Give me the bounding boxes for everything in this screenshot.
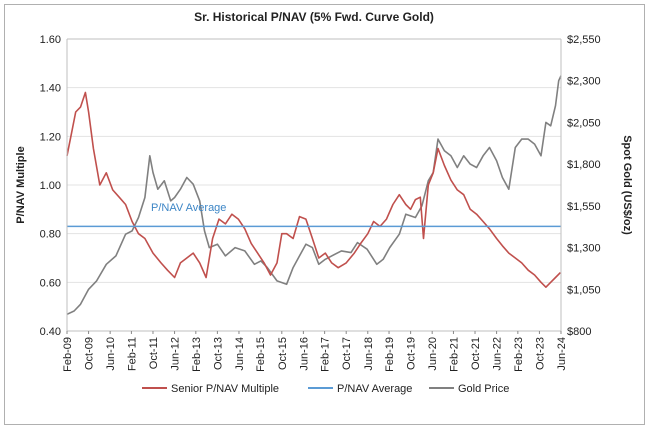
x-tick-label: Feb-13 — [191, 337, 203, 372]
legend-label-gold: Gold Price — [458, 383, 509, 395]
x-tick-label: Feb-15 — [255, 337, 267, 372]
x-tick-label: Oct-15 — [277, 337, 289, 370]
x-tick-label: Oct-21 — [470, 337, 482, 370]
y-tick-label: 1.00 — [40, 180, 61, 192]
x-tick-label: Jun-18 — [363, 337, 375, 371]
x-tick-label: Oct-13 — [212, 337, 224, 370]
x-axis-ticks: Feb-09 Oct-09 Jun-10 Feb-11 Oct-11 Jun-12 Feb-… — [62, 331, 568, 372]
legend-label-pnav: Senior P/NAV Multiple — [171, 383, 279, 395]
x-tick-label: Jun-14 — [234, 337, 246, 371]
x-tick-label: Feb-21 — [448, 337, 460, 372]
y2-axis-label: Spot Gold (US$/oz) — [621, 135, 633, 235]
y2-tick-label: $2,550 — [567, 34, 601, 46]
y-tick-label: 0.60 — [40, 277, 61, 289]
y2-axis-ticks: $800 $1,050 $1,300 $1,550 $1,800 $2,050 $2,300… — [567, 34, 601, 338]
x-tick-label: Feb-09 — [62, 337, 74, 372]
x-tick-label: Oct-11 — [148, 337, 160, 369]
x-tick-label: Oct-09 — [84, 337, 96, 370]
axes — [66, 38, 562, 332]
y2-tick-label: $2,300 — [567, 76, 601, 88]
y2-tick-label: $800 — [567, 326, 591, 338]
x-tick-label: Feb-19 — [384, 337, 396, 372]
x-tick-label: Jun-12 — [170, 337, 182, 371]
average-annotation: P/NAV Average — [151, 202, 226, 214]
chart-svg: 0.400.600.801.001.201.401.60 $800$1,050$… — [15, 10, 633, 395]
legend-label-average: P/NAV Average — [337, 383, 412, 395]
x-tick-label: Oct-19 — [406, 337, 418, 370]
x-tick-label: Feb-17 — [320, 337, 332, 372]
x-tick-label: Jun-20 — [427, 337, 439, 371]
y-tick-label: 1.40 — [40, 83, 61, 95]
x-tick-label: Oct-23 — [534, 337, 546, 370]
series-line-pnav — [66, 91, 561, 289]
series-layer — [66, 75, 562, 316]
y-tick-label: 0.80 — [40, 229, 61, 241]
x-tick-label: Oct-17 — [341, 337, 353, 370]
x-tick-label: Feb-23 — [513, 337, 525, 372]
gridlines — [67, 38, 561, 332]
y2-tick-label: $1,300 — [567, 243, 601, 255]
legend: Senior P/NAV Multiple P/NAV Average Gold… — [142, 383, 509, 395]
y2-tick-label: $2,050 — [567, 117, 601, 129]
chart-frame: 0.40 0.60 0.80 1.00 1.20 1.40 1.60 $800 $1,050 $… — [4, 4, 645, 425]
y-tick-label: 1.20 — [40, 131, 61, 143]
y-tick-label: 1.60 — [40, 34, 61, 46]
x-tick-label: Jun-16 — [298, 337, 310, 371]
y-tick-label: 0.40 — [40, 326, 61, 338]
x-tick-label: Jun-22 — [492, 337, 504, 371]
y-axis-ticks: 0.40 0.60 0.80 1.00 1.20 1.40 1.60 — [40, 34, 61, 338]
series-line-gold — [66, 75, 562, 316]
x-tick-label: Jun-24 — [556, 337, 568, 371]
y-axis-label: P/NAV Multiple — [15, 146, 27, 223]
y2-tick-label: $1,550 — [567, 201, 601, 213]
x-tick-label: Feb-11 — [126, 337, 138, 371]
y2-tick-label: $1,800 — [567, 159, 601, 171]
y2-tick-label: $1,050 — [567, 284, 601, 296]
chart-title: Sr. Historical P/NAV (5% Fwd. Curve Gold… — [194, 10, 434, 24]
x-tick-label: Jun-10 — [105, 337, 117, 371]
